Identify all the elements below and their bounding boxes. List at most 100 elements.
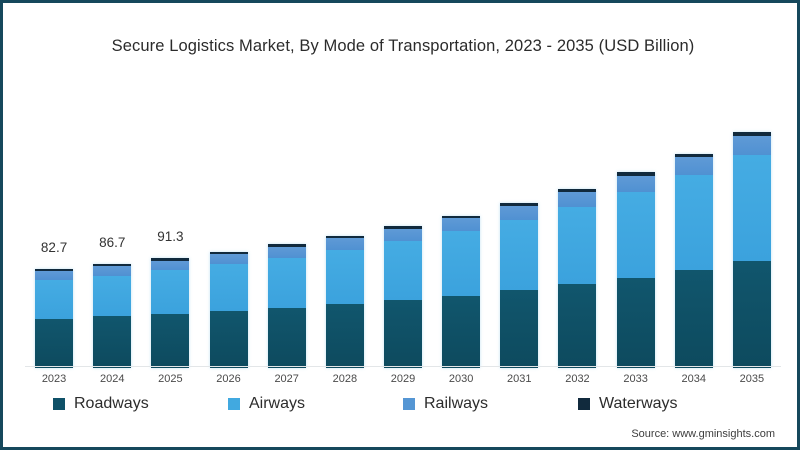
bar-segment-airways — [151, 270, 190, 314]
stacked-bar — [209, 251, 248, 368]
stacked-bar — [616, 172, 655, 368]
bar-segment-waterways — [35, 268, 74, 271]
bar-segment-waterways — [558, 188, 597, 192]
bar-segment-roadways — [384, 300, 422, 368]
bar-segment-railways — [442, 218, 481, 232]
bar-segment-waterways — [500, 203, 539, 206]
bar-segment-railways — [384, 228, 422, 242]
bar-value-label: 82.7 — [40, 239, 68, 255]
bar-segment-railways — [209, 254, 248, 265]
bar-segment-waterways — [209, 251, 248, 255]
bar-segment-airways — [732, 155, 771, 262]
x-axis-tick-2029: 2029 — [390, 373, 416, 385]
bar-column — [325, 110, 364, 368]
bar-segment-roadways — [500, 290, 539, 368]
bar-segment-airways — [267, 257, 306, 308]
bar-segment-airways — [384, 241, 422, 301]
bar-column — [442, 110, 481, 368]
bar-column — [616, 110, 655, 368]
bar-segment-airways — [500, 219, 539, 291]
bar-segment-roadways — [151, 313, 190, 368]
bar-segment-roadways — [558, 284, 597, 368]
bar-segment-waterways — [442, 215, 481, 219]
bar-segment-roadways — [93, 316, 132, 368]
bar-column — [35, 110, 74, 368]
x-axis-tick-2030: 2030 — [448, 373, 474, 385]
legend-item-airways[interactable]: Airways — [228, 395, 403, 413]
x-axis-tick-2023: 2023 — [41, 373, 67, 385]
plot-area — [25, 83, 781, 368]
bar-column — [267, 110, 306, 368]
bar-segment-airways — [209, 264, 248, 311]
x-axis-tick-2026: 2026 — [216, 373, 241, 385]
bar-column — [674, 110, 713, 368]
stacked-bar — [442, 215, 481, 368]
bar-segment-airways — [35, 280, 74, 319]
bar-value-label: 86.7 — [99, 234, 126, 250]
x-axis-tick-2031: 2031 — [507, 373, 532, 385]
legend-swatch-icon — [403, 398, 415, 410]
bar-segment-roadways — [674, 270, 713, 368]
x-axis-baseline — [25, 366, 781, 367]
stacked-bar — [93, 263, 132, 368]
bar-column — [151, 110, 190, 368]
bar-segment-roadways — [732, 261, 771, 368]
bar-column — [384, 110, 422, 368]
stacked-bar — [732, 131, 771, 368]
x-axis-tick-2034: 2034 — [681, 373, 706, 385]
bar-segment-airways — [616, 192, 655, 278]
x-axis-tick-2024: 2024 — [99, 373, 125, 385]
bar-segment-airways — [558, 206, 597, 285]
source-attribution: Source: www.gminsights.com — [631, 428, 775, 440]
legend-swatch-icon — [228, 398, 240, 410]
legend-swatch-icon — [53, 398, 65, 410]
bar-segment-waterways — [267, 244, 306, 247]
bar-segment-airways — [93, 275, 132, 317]
stacked-bar — [558, 188, 597, 368]
stacked-bar — [384, 226, 422, 368]
bar-segment-waterways — [732, 131, 771, 136]
bar-segment-roadways — [209, 311, 248, 368]
bar-value-label: 91.3 — [157, 229, 184, 245]
bar-segment-waterways — [325, 235, 364, 239]
bar-column — [500, 110, 539, 368]
bar-segment-waterways — [384, 226, 422, 229]
legend-swatch-icon — [578, 398, 590, 410]
bar-segment-airways — [325, 249, 364, 305]
stacked-bar — [325, 235, 364, 368]
stacked-bar — [151, 258, 190, 368]
x-axis-tick-2035: 2035 — [739, 373, 765, 385]
legend-item-roadways[interactable]: Roadways — [53, 395, 228, 413]
legend-label: Waterways — [599, 395, 678, 412]
stacked-bar — [267, 244, 306, 368]
bar-segment-roadways — [267, 307, 306, 368]
bar-segment-railways — [500, 205, 539, 220]
x-axis-tick-2028: 2028 — [332, 373, 358, 385]
bar-segment-railways — [558, 191, 597, 207]
bar-column — [93, 110, 132, 368]
bar-segment-roadways — [616, 277, 655, 368]
legend-label: Roadways — [74, 395, 149, 412]
bar-segment-railways — [267, 246, 306, 258]
legend-item-waterways[interactable]: Waterways — [578, 395, 753, 413]
bar-column — [558, 110, 597, 368]
bar-segment-airways — [442, 231, 481, 296]
bar-segment-waterways — [151, 258, 190, 261]
bar-segment-roadways — [442, 295, 481, 368]
bar-segment-waterways — [674, 153, 713, 158]
bar-segment-railways — [674, 157, 713, 175]
chart-title: Secure Logistics Market, By Mode of Tran… — [111, 37, 695, 55]
legend-item-railways[interactable]: Railways — [403, 395, 578, 413]
bar-segment-railways — [151, 260, 190, 271]
x-axis-tick-2032: 2032 — [565, 373, 590, 385]
bar-column — [732, 110, 771, 368]
x-axis-tick-2025: 2025 — [158, 373, 183, 385]
bar-column — [209, 110, 248, 368]
bar-segment-railways — [732, 135, 771, 156]
bar-segment-railways — [325, 238, 364, 250]
bar-segment-railways — [35, 270, 74, 281]
chart-legend: Roadways Airways Railways Waterways — [3, 395, 797, 413]
legend-label: Airways — [249, 395, 306, 412]
bar-segment-waterways — [616, 172, 655, 176]
